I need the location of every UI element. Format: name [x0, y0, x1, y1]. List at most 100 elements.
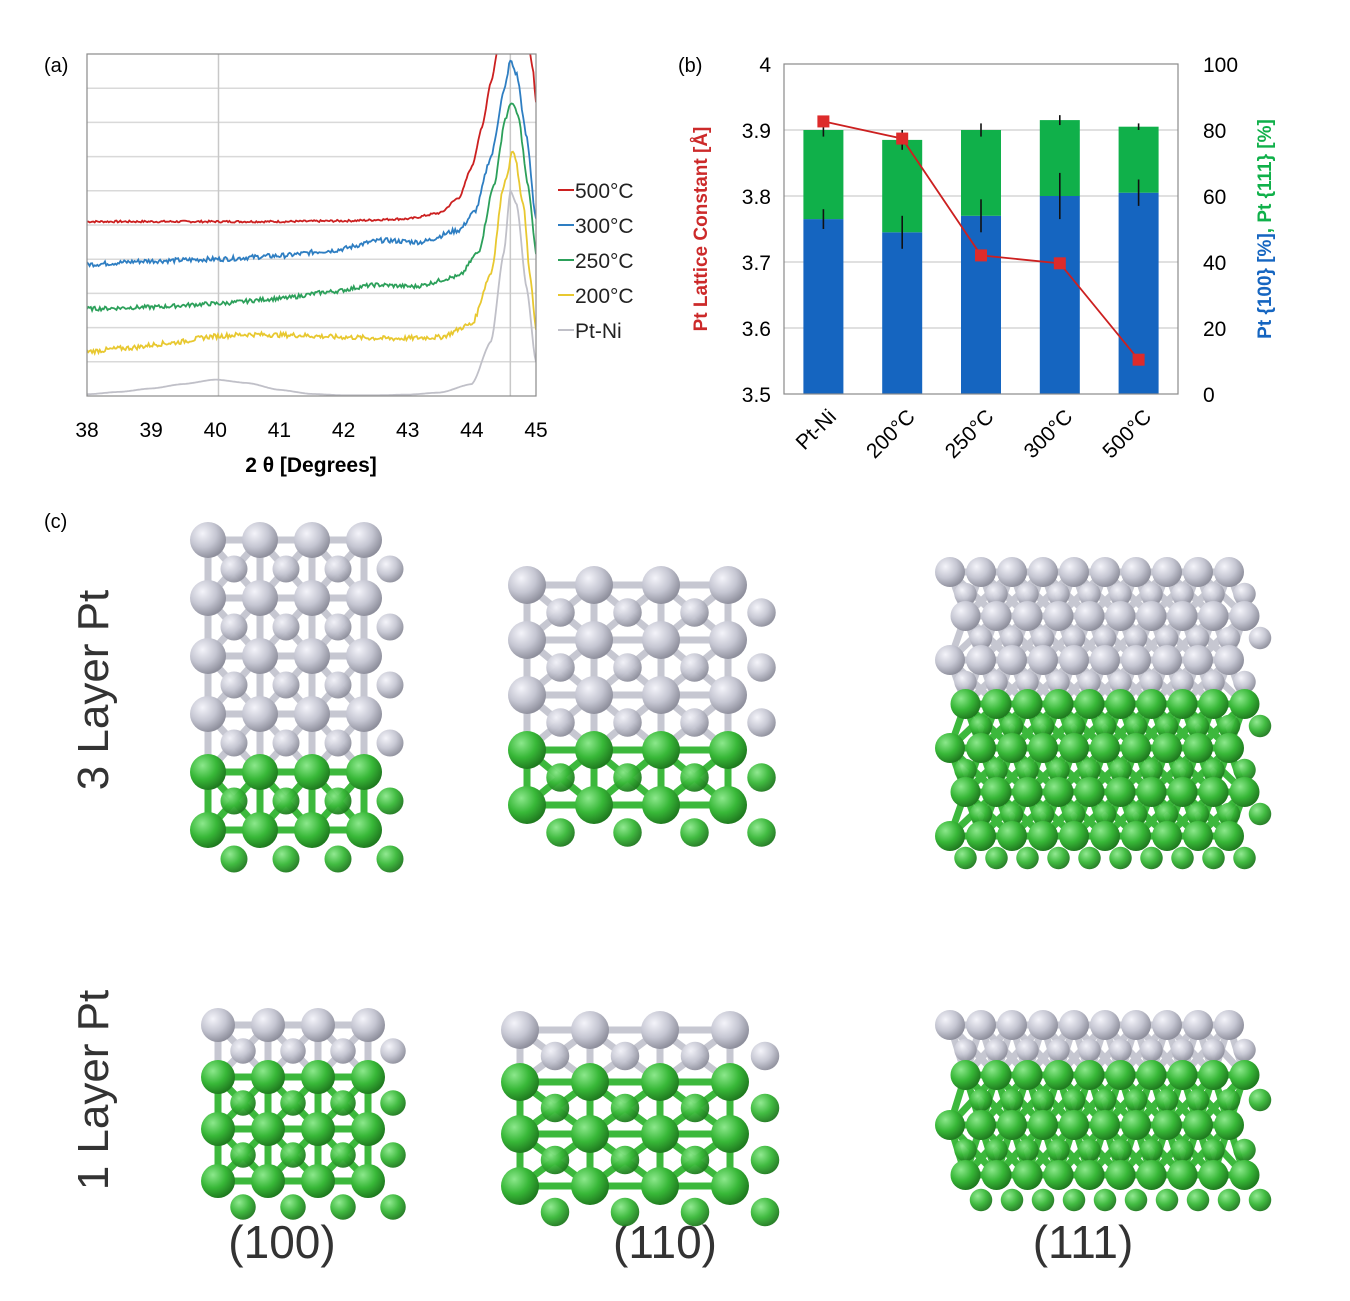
ni-atom: [540, 1197, 570, 1227]
pt-atom: [1109, 582, 1132, 606]
xrd-panel: (a) 38 39 40 41 42 43 44 45 2 θ [Degrees] 500°C…: [44, 53, 634, 477]
xrd-legend: 500°C 300°C 250°C 200°C Pt-Ni: [558, 180, 634, 343]
ni-atom: [1109, 1138, 1132, 1162]
pt-atom: [1140, 670, 1163, 694]
pt-atom: [190, 638, 226, 674]
ni-atom: [1031, 1088, 1055, 1112]
left-tick-label: 4: [759, 54, 771, 77]
pt-atom: [1090, 645, 1120, 675]
ni-atom: [985, 758, 1008, 782]
xrd-x-axis-label: 2 θ [Degrees]: [245, 454, 377, 477]
ni-atom: [613, 763, 642, 792]
pt-atom: [750, 1041, 780, 1071]
ni-atom: [1121, 733, 1151, 763]
ni-atom: [1171, 1138, 1194, 1162]
bar-111-Pt-Ni: [803, 130, 844, 220]
ni-atom: [1093, 802, 1117, 826]
ni-atom: [280, 1142, 306, 1168]
ni-atom: [1198, 1060, 1229, 1090]
ni-atom: [711, 1167, 749, 1205]
ni-atom: [1000, 802, 1024, 826]
pt-atom: [272, 555, 300, 583]
pt-atom: [642, 676, 680, 714]
xrd-x-tick-label: 40: [204, 419, 227, 442]
pt-atom: [508, 566, 546, 604]
ni-atom: [251, 1164, 285, 1198]
pt-atom: [351, 1008, 385, 1042]
lattice-panel: (b) 3.5 3.6 3.7 3.8 3.9 4 0 20 40 60 80 100 Pt-Ni 2…: [678, 54, 1276, 463]
pt-atom: [709, 566, 747, 604]
ni-atom: [954, 846, 977, 870]
ni-atom: [1124, 1088, 1148, 1112]
pt-atom: [242, 580, 278, 616]
right-axis-label-separator: ,: [1255, 223, 1276, 234]
pt-atom: [1183, 1010, 1213, 1040]
lattice-error-bars: [822, 115, 1140, 249]
ni-atom: [1167, 1160, 1198, 1190]
ni-atom: [1136, 689, 1167, 719]
right-tick-label: 0: [1203, 384, 1215, 407]
pt-atom: [190, 580, 226, 616]
category-label: 250°C: [941, 405, 999, 463]
pt-atom: [1140, 1038, 1163, 1062]
pt-atom: [1155, 626, 1179, 650]
ni-atom: [750, 1197, 780, 1227]
pt-atom: [1121, 1010, 1151, 1040]
panel-label-c: (c): [44, 511, 67, 533]
ni-atom: [230, 1090, 256, 1116]
ni-atom: [280, 1090, 306, 1116]
ni-atom: [1059, 821, 1089, 851]
pt-atom: [1016, 670, 1039, 694]
pt-atom: [1016, 1038, 1039, 1062]
pt-atom: [1059, 557, 1089, 587]
xrd-line-200°C: [87, 150, 536, 357]
ni-atom: [1078, 846, 1101, 870]
ni-atom: [969, 1188, 993, 1212]
xrd-x-tick-label: 43: [396, 419, 419, 442]
pt-atom: [1202, 582, 1225, 606]
pt-atom: [954, 1038, 977, 1062]
ni-atom: [1248, 1188, 1272, 1212]
ni-atom: [346, 812, 382, 848]
pt-atom: [981, 601, 1012, 631]
ni-atom: [1140, 1138, 1163, 1162]
pt-atom: [1078, 582, 1101, 606]
ni-atom: [966, 733, 996, 763]
ni-atom: [1109, 758, 1132, 782]
ni-atom: [1229, 689, 1260, 719]
pt-atom: [294, 580, 330, 616]
ni-atom: [508, 731, 546, 769]
ni-atom: [1248, 714, 1272, 738]
ni-atom: [950, 1160, 981, 1190]
ni-atom: [969, 1088, 993, 1112]
pt-atom: [1186, 626, 1210, 650]
xrd-series: [87, 54, 536, 396]
pt-atom: [376, 555, 404, 583]
pt-atom: [324, 613, 352, 641]
ni-atom: [1214, 1110, 1244, 1140]
pt-atom: [346, 522, 382, 558]
ni-atom: [711, 1063, 749, 1101]
pt-atom: [1047, 1038, 1070, 1062]
ni-atom: [220, 787, 248, 815]
ni-atom: [954, 1138, 977, 1162]
ni-atom: [1167, 777, 1198, 807]
ni-atom: [324, 845, 352, 873]
ni-atom: [1186, 1088, 1210, 1112]
ni-atom: [1078, 1138, 1101, 1162]
pt-atom: [280, 1038, 306, 1064]
pt-atom: [301, 1008, 335, 1042]
pt-atom: [294, 522, 330, 558]
ni-atom: [1028, 1110, 1058, 1140]
model-1layer-111: [935, 1010, 1272, 1212]
pt-atom: [680, 598, 709, 627]
ni-atom: [380, 1194, 406, 1220]
ni-atom: [190, 754, 226, 790]
ni-atom: [981, 689, 1012, 719]
pt-atom: [709, 621, 747, 659]
ni-atom: [1155, 1088, 1179, 1112]
pt-atom: [1047, 670, 1070, 694]
pt-atom: [1214, 645, 1244, 675]
ni-atom: [1186, 714, 1210, 738]
ni-atom: [351, 1112, 385, 1146]
